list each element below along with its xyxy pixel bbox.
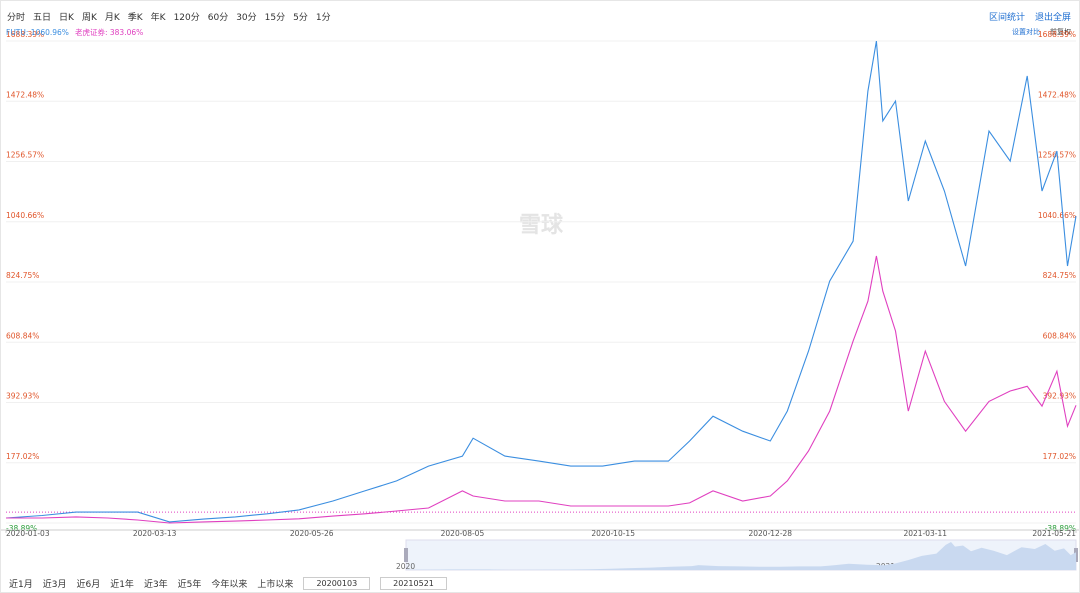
option-button[interactable]: 设置对比 bbox=[1012, 28, 1040, 36]
legend-name: 老虎证券 bbox=[75, 27, 105, 37]
y-tick-label: 177.02% bbox=[6, 452, 39, 461]
y-tick-label: 1688.39% bbox=[6, 30, 44, 39]
y-tick-label-right: 1040.66% bbox=[1038, 211, 1076, 220]
x-tick-label: 2020-10-15 bbox=[591, 529, 635, 538]
legend: FUTU: 1060.96% 老虎证券: 383.06% bbox=[6, 27, 143, 37]
period-tab[interactable]: 30分 bbox=[236, 13, 257, 23]
period-tab[interactable]: 月K bbox=[104, 13, 120, 23]
range-button[interactable]: 近1年 bbox=[110, 580, 134, 590]
y-tick-label-right: -38.89% bbox=[1045, 524, 1076, 533]
period-tab[interactable]: 日K bbox=[59, 13, 74, 23]
range-button[interactable]: 上市以来 bbox=[257, 580, 294, 590]
x-tick-label: 2021-03-11 bbox=[903, 529, 947, 538]
range-button[interactable]: 近5年 bbox=[177, 580, 202, 590]
navigator-area bbox=[406, 542, 1076, 570]
x-tick-label: 2020-08-05 bbox=[441, 529, 485, 538]
legend-value: 383.06% bbox=[110, 28, 143, 37]
x-tick-label: 2020-12-28 bbox=[748, 529, 792, 538]
date-input[interactable]: 20200103 bbox=[303, 577, 371, 590]
options: 设置对比 前复权 bbox=[1012, 27, 1071, 37]
period-tab[interactable]: 120分 bbox=[173, 13, 200, 23]
y-tick-label-right: 608.84% bbox=[1043, 331, 1076, 340]
range-button[interactable]: 近3月 bbox=[42, 580, 67, 590]
range-button[interactable]: 今年以来 bbox=[211, 580, 248, 590]
chart: 雪球 -38.89% -38.89% 177.02% 177.02% 392.93% 39… bbox=[1, 27, 1079, 571]
y-tick-label: -38.89% bbox=[6, 524, 37, 533]
y-tick-label: 1040.66% bbox=[6, 211, 44, 220]
period-tab[interactable]: 年K bbox=[150, 13, 166, 23]
series-line bbox=[6, 255, 1077, 524]
y-tick-label: 1256.57% bbox=[6, 151, 44, 160]
period-tab[interactable]: 周K bbox=[81, 13, 97, 23]
period-tab[interactable]: 60分 bbox=[207, 13, 229, 23]
y-tick-label: 392.93% bbox=[6, 392, 39, 401]
period-tab[interactable]: 季K bbox=[127, 13, 143, 23]
period-tab[interactable]: 分时 bbox=[7, 13, 26, 23]
y-tick-label: 824.75% bbox=[6, 271, 39, 280]
y-tick-label: 608.84% bbox=[6, 331, 39, 340]
watermark: 雪球 bbox=[519, 213, 564, 238]
period-tab[interactable]: 五日 bbox=[33, 13, 52, 23]
tools: 区间统计 退出全屏 bbox=[989, 10, 1071, 23]
date-input[interactable]: 20210521 bbox=[380, 577, 447, 590]
tool-button[interactable]: 退出全屏 bbox=[1034, 13, 1071, 23]
option-button[interactable]: 前复权 bbox=[1050, 28, 1071, 36]
range-button[interactable]: 近3年 bbox=[143, 580, 168, 590]
x-tick-label: 2021-05-21 bbox=[1032, 529, 1076, 538]
navigator-handle-left bbox=[404, 548, 408, 562]
x-tick-label: 2020-05-26 bbox=[290, 529, 334, 538]
y-tick-label: 1472.48% bbox=[6, 90, 44, 99]
period-tabs: 分时 五日 日K 周K 月K 季K 年K 120分 60分 30分 15分 5分 1分 bbox=[7, 10, 331, 23]
legend-name: FUTU bbox=[6, 28, 26, 37]
period-tab[interactable]: 15分 bbox=[264, 13, 286, 23]
navigator-label: 2020 bbox=[396, 562, 415, 571]
legend-value: 1060.96% bbox=[31, 28, 69, 37]
y-tick-label-right: 1688.39% bbox=[1038, 30, 1076, 39]
y-tick-label-right: 1472.48% bbox=[1038, 90, 1076, 99]
range-buttons: 近1月 近3月 近6月 近1年 近3年 近5年 今年以来 上市以来 20200103 202105… bbox=[9, 577, 447, 590]
y-tick-label-right: 824.75% bbox=[1043, 271, 1076, 280]
x-tick-label: 2020-03-13 bbox=[133, 529, 177, 538]
series-line bbox=[5, 41, 1077, 523]
tool-button[interactable]: 区间统计 bbox=[988, 13, 1025, 23]
period-tab[interactable]: 5分 bbox=[293, 13, 308, 23]
y-tick-label-right: 177.02% bbox=[1043, 452, 1076, 461]
y-tick-label-right: 392.93% bbox=[1043, 392, 1076, 401]
x-tick-label: 2020-01-03 bbox=[6, 529, 50, 538]
range-button[interactable]: 近1月 bbox=[9, 580, 33, 590]
period-tab[interactable]: 1分 bbox=[315, 13, 331, 23]
range-button[interactable]: 近6月 bbox=[76, 580, 101, 590]
